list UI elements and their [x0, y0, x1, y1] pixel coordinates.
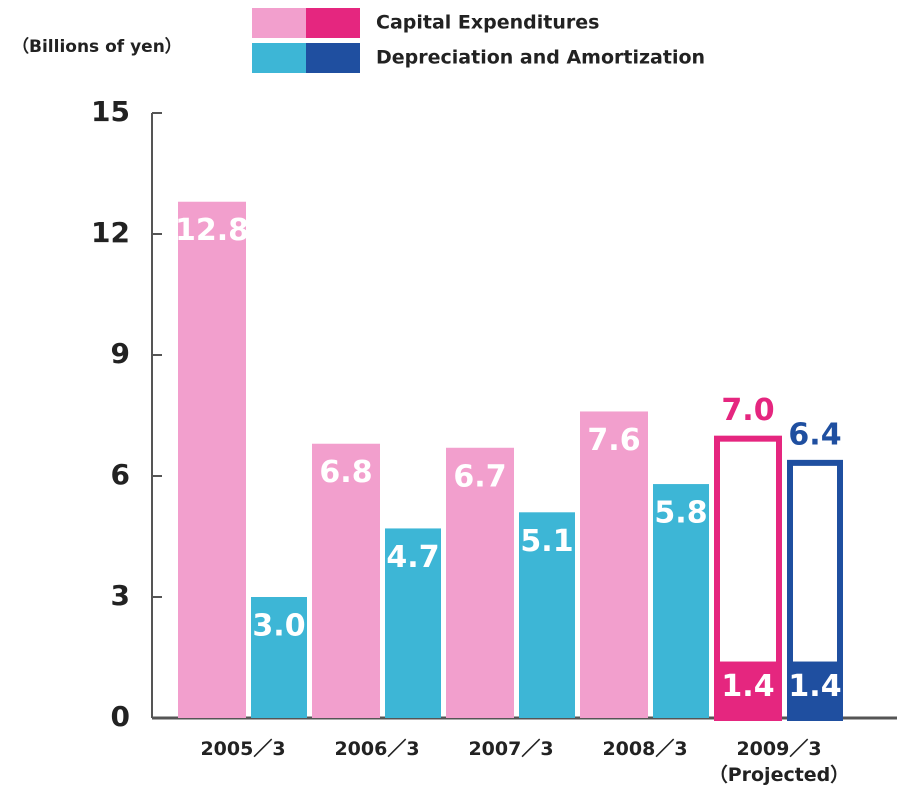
bar: [385, 528, 441, 718]
bar: [251, 597, 307, 718]
y-tick-label: 6: [111, 458, 130, 491]
value-label: 6.4: [788, 417, 841, 452]
value-label: 4.7: [386, 540, 439, 575]
value-label: 7.0: [721, 393, 774, 428]
y-axis-label: （Billions of yen）: [12, 36, 182, 57]
legend-swatch: [306, 43, 360, 73]
partial-label: 1.4: [788, 669, 841, 704]
value-label: 6.7: [453, 459, 506, 494]
bar: [653, 484, 709, 718]
value-label: 5.1: [520, 524, 573, 559]
value-label: 6.8: [319, 455, 372, 490]
legend-swatch: [252, 8, 306, 38]
legend-swatch: [252, 43, 306, 73]
y-tick-label: 0: [111, 700, 130, 733]
bar: [580, 411, 648, 718]
x-tick-label: 2007／3: [468, 738, 554, 760]
bar: [519, 512, 575, 718]
value-label: 7.6: [587, 423, 640, 458]
x-tick-label: 2009／3 （Projected）: [708, 738, 850, 786]
bar: [178, 201, 246, 718]
value-label: 3.0: [252, 609, 305, 644]
x-tick-label: 2008／3: [602, 738, 688, 760]
bar: [446, 447, 514, 718]
legend-swatch: [306, 8, 360, 38]
legend-label: Depreciation and Amortization: [376, 47, 705, 69]
value-label: 5.8: [654, 496, 707, 531]
legend-label: Capital Expenditures: [376, 12, 599, 34]
y-tick-label: 3: [111, 579, 130, 612]
value-label: 12.8: [175, 213, 249, 248]
bar: [312, 443, 380, 718]
y-tick-label: 12: [91, 216, 130, 249]
y-tick-label: 15: [91, 95, 130, 128]
partial-label: 1.4: [721, 669, 774, 704]
y-tick-label: 9: [111, 337, 130, 370]
partial-bar: [787, 661, 843, 718]
partial-bar: [714, 661, 782, 718]
x-tick-label: 2006／3: [334, 738, 420, 760]
x-tick-label: 2005／3: [200, 738, 286, 760]
